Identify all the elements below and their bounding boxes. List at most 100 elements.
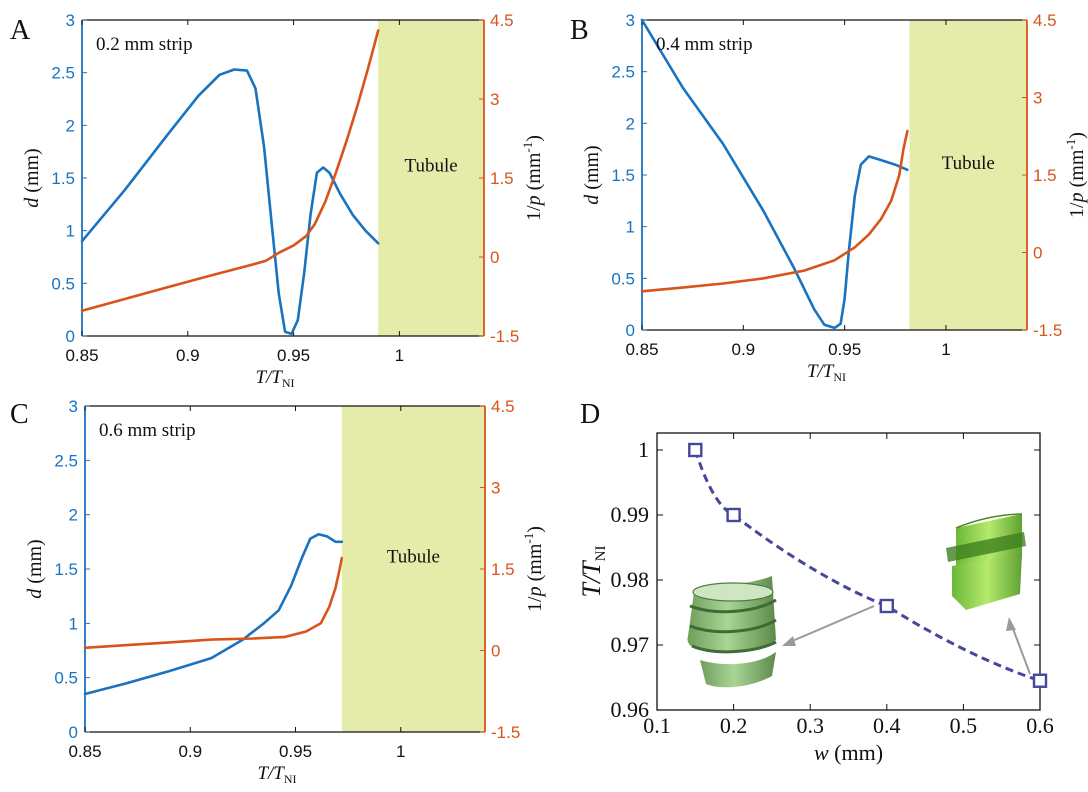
x-tick-label: 0.6 [1026, 713, 1054, 738]
data-point-marker [688, 442, 703, 458]
y-left-tick-label: 3 [69, 397, 78, 416]
x-tick-label: 1 [941, 340, 950, 359]
y-left-tick-label: 0.5 [54, 669, 78, 688]
x-tick-label: 0.9 [731, 340, 755, 359]
y-left-tick-label: 1 [626, 218, 635, 237]
panel-letter-d: D [580, 399, 600, 430]
data-point-marker [1032, 673, 1048, 688]
x-tick-label: 1 [396, 742, 405, 761]
data-point-marker [879, 598, 894, 614]
series-inv-p-line [640, 129, 909, 293]
tubule-region [341, 406, 485, 732]
panel-c-chart: Tubule 0.85 0.9 0.95 1 0 0.5 1 1.5 2 2.5 3 -1.5 0 1.5 3… [24, 397, 546, 786]
series-d-line [640, 18, 909, 330]
y-right-tick-label: 3 [490, 90, 499, 109]
y-right-tick-label: 0 [491, 642, 500, 661]
series-inv-p-line [80, 29, 380, 313]
panel-letter-c: C [10, 399, 29, 430]
x-axis-label: T/TNI [807, 361, 846, 384]
x-tick-label: 1 [395, 346, 404, 365]
y-right-tick-label: 4.5 [491, 397, 515, 416]
x-tick-label: 0.1 [643, 713, 671, 738]
y-left-axis-label: d (mm) [21, 148, 43, 207]
tubule-region [909, 20, 1027, 330]
series-d-line [80, 68, 380, 336]
y-tick-label: 0.96 [611, 697, 650, 722]
y-right-tick-label: 4.5 [490, 11, 514, 30]
y-right-axis-label: 1/p (mm-1) [1063, 132, 1088, 218]
series-d-line [83, 532, 344, 696]
panel-a-chart: Tubule 0.85 0.9 0.95 1 0 0.5 1 1.5 2 2.5 3 -1.5 0 1.5 3… [21, 11, 545, 390]
y-right-tick-label: 1.5 [490, 169, 514, 188]
y-left-tick-label: 3 [66, 11, 75, 30]
series-dashed-line [693, 449, 1041, 683]
y-left-tick-label: 2 [626, 114, 635, 133]
y-right-tick-label: 1.5 [491, 560, 515, 579]
y-left-tick-label: 2 [66, 116, 75, 135]
panel-letter-b: B [570, 15, 589, 46]
y-left-tick-label: 0 [66, 327, 75, 346]
x-tick-label: 0.3 [796, 713, 824, 738]
y-right-tick-label: -1.5 [1033, 321, 1062, 340]
data-point-marker [726, 507, 741, 523]
x-tick-label: 0.95 [279, 742, 312, 761]
x-tick-label: 0.85 [68, 742, 101, 761]
y-right-tick-label: 0 [490, 248, 499, 267]
x-axis-label: w (mm) [814, 740, 883, 765]
y-left-axis-label: d (mm) [24, 539, 46, 598]
y-left-tick-label: 0.5 [611, 269, 635, 288]
y-left-tick-label: 2 [69, 506, 78, 525]
panel-d-chart: 0.1 0.2 0.3 0.4 0.5 0.6 0.96 0.97 0.98 0.99 1 w (mm… [577, 432, 1054, 765]
strip-annotation: 0.6 mm strip [99, 420, 196, 441]
y-right-tick-label: 0 [1033, 244, 1042, 263]
x-tick-label: 0.2 [720, 713, 748, 738]
panel-letter-a: A [10, 15, 31, 46]
tubule-label: Tubule [387, 546, 440, 567]
y-tick-label: 0.97 [611, 632, 650, 657]
y-tick-label: 1 [638, 437, 649, 462]
y-right-tick-label: 1.5 [1033, 166, 1057, 185]
tubule-label: Tubule [942, 153, 995, 174]
y-right-tick-label: -1.5 [491, 723, 520, 742]
y-right-axis-label: 1/p (mm-1) [520, 135, 545, 221]
x-tick-label: 0.4 [873, 713, 901, 738]
series-inv-p-line [83, 556, 344, 650]
x-tick-label: 0.85 [625, 340, 658, 359]
y-left-tick-label: 1.5 [51, 169, 75, 188]
panel-b-chart: Tubule 0.85 0.9 0.95 1 0 0.5 1 1.5 2 2.5 3 -1.5 0 1.5 3… [581, 11, 1088, 384]
y-left-tick-label: 0 [69, 723, 78, 742]
tubule-label: Tubule [405, 156, 458, 177]
x-tick-label: 0.9 [176, 346, 200, 365]
plot-frame [656, 432, 1041, 711]
y-left-tick-label: 3 [626, 11, 635, 30]
pointer-arrows [782, 605, 1031, 675]
x-axis-label: T/TNI [255, 367, 294, 390]
y-right-axis-label: 1/p (mm-1) [521, 526, 546, 612]
x-tick-label: 0.85 [65, 346, 98, 365]
strip-annotation: 0.2 mm strip [96, 34, 193, 55]
y-left-tick-label: 1 [69, 614, 78, 633]
y-left-tick-label: 1.5 [611, 166, 635, 185]
y-tick-label: 0.98 [611, 567, 650, 592]
y-left-tick-label: 2.5 [51, 64, 75, 83]
y-right-tick-label: 4.5 [1033, 11, 1057, 30]
y-right-tick-label: -1.5 [490, 327, 519, 346]
tubule-region [378, 20, 484, 336]
y-left-tick-label: 2.5 [611, 63, 635, 82]
y-left-tick-label: 1 [66, 222, 75, 241]
helix-illustration-narrow [687, 576, 777, 688]
x-tick-label: 0.95 [828, 340, 861, 359]
y-right-tick-label: 3 [1033, 89, 1042, 108]
x-tick-label: 0.5 [950, 713, 978, 738]
y-right-tick-label: 3 [491, 479, 500, 498]
y-left-tick-label: 0 [626, 321, 635, 340]
helix-illustration-wide [946, 513, 1026, 610]
x-tick-label: 0.95 [277, 346, 310, 365]
x-tick-label: 0.9 [178, 742, 202, 761]
y-left-tick-label: 1.5 [54, 560, 78, 579]
y-left-tick-label: 2.5 [54, 451, 78, 470]
x-axis-label: T/TNI [257, 763, 296, 786]
y-tick-label: 0.99 [611, 502, 650, 527]
strip-annotation: 0.4 mm strip [656, 34, 753, 55]
